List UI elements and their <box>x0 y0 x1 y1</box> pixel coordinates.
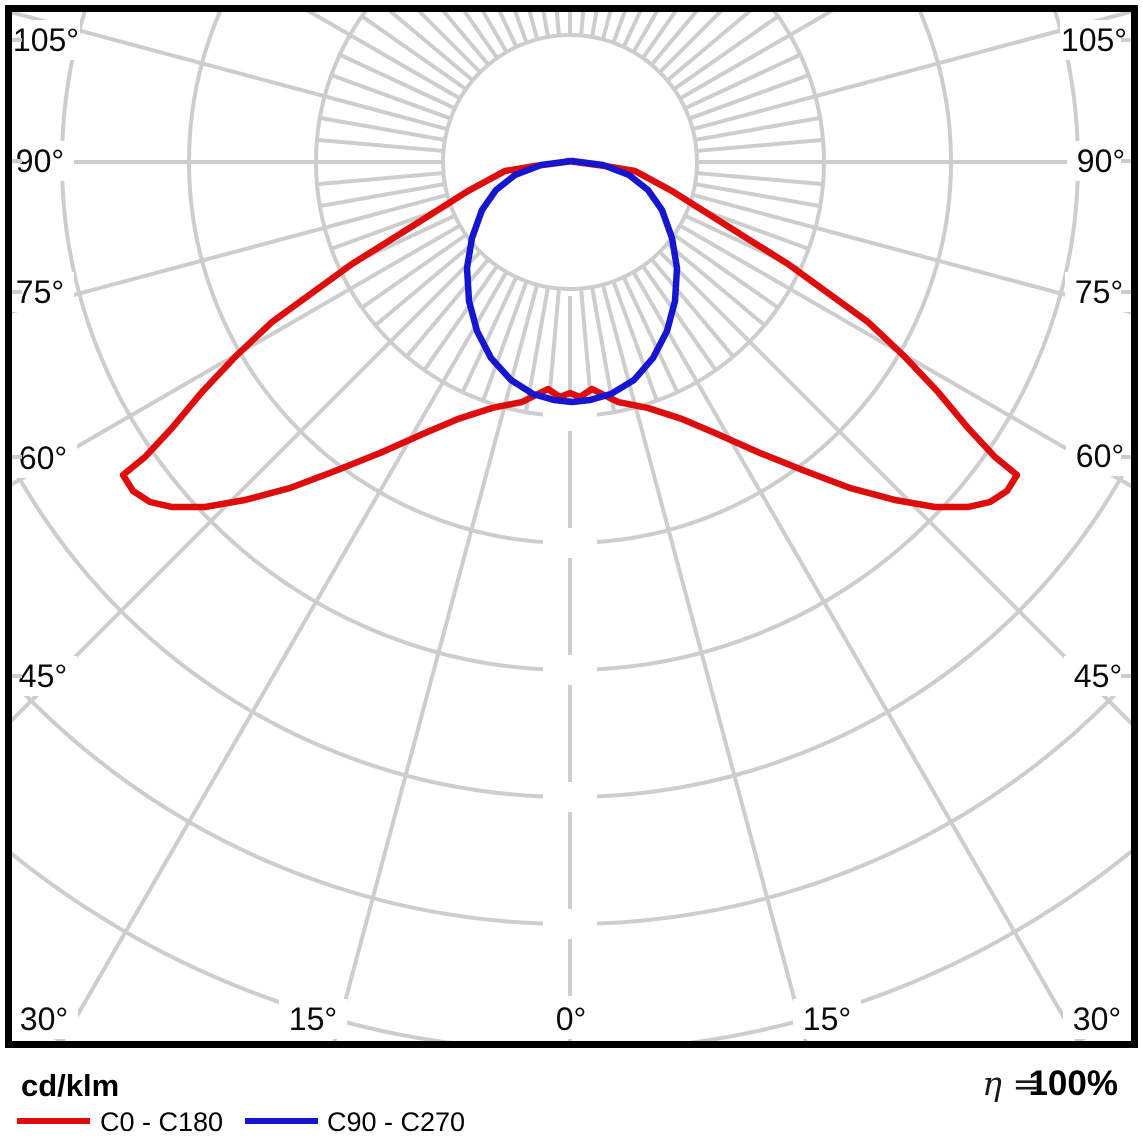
angle-label: 75° <box>16 274 64 310</box>
grid-spoke-minor <box>513 12 529 44</box>
grid-spoke-major <box>332 284 540 1041</box>
legend-label-c0-c180: C0 - C180 <box>100 1107 223 1137</box>
grid-spoke-minor <box>405 258 490 358</box>
grid-spoke-minor <box>374 242 474 327</box>
grid-spoke-minor <box>641 264 718 372</box>
grid-spoke-minor <box>462 12 499 60</box>
grid-spoke-minor <box>650 258 735 358</box>
units-label: cd/klm <box>21 1068 119 1103</box>
angle-label-bg <box>279 999 347 1039</box>
efficiency-symbol: η = <box>982 1064 1040 1103</box>
curve-c90-c270 <box>463 157 681 406</box>
grid-spoke-minor <box>694 115 821 142</box>
grid-spoke-major <box>12 223 462 487</box>
angle-label: 45° <box>19 658 67 694</box>
angle-label: 75° <box>1075 274 1123 310</box>
grid-spoke-minor <box>688 73 810 121</box>
intensity-curves <box>119 157 1021 511</box>
grid-spoke-minor <box>684 52 802 111</box>
scale-label-gap <box>543 909 597 939</box>
grid-spoke-minor <box>666 242 766 327</box>
grid-spoke-minor <box>621 12 643 48</box>
angle-label-bg <box>10 999 78 1039</box>
grid-spoke-minor <box>497 12 519 48</box>
angle-label: 90° <box>1077 143 1125 179</box>
grid-spoke-minor <box>611 280 659 402</box>
grid-spoke-major <box>12 12 448 132</box>
grid-spoke-minor <box>316 137 444 153</box>
grid-spoke-minor <box>330 73 452 121</box>
angle-label: 105° <box>1061 22 1127 58</box>
angle-label: 60° <box>1076 438 1124 474</box>
grid-spoke-minor <box>694 182 821 209</box>
grid-spoke-minor <box>554 12 561 36</box>
angle-label-bg <box>537 999 605 1039</box>
grid-spoke-minor <box>696 171 824 187</box>
grid-spoke-major <box>12 192 448 314</box>
grid-spoke-minor <box>611 12 627 44</box>
grid-spoke-major <box>306 12 462 101</box>
grid-spoke-major <box>692 12 1131 132</box>
angle-label-bg <box>1063 999 1131 1039</box>
grid-spoke-major <box>678 12 834 101</box>
angle-label: 0° <box>556 1001 587 1037</box>
angle-label: 60° <box>19 440 67 476</box>
grid-spoke-minor <box>650 12 699 66</box>
angle-label: 15° <box>803 1001 851 1037</box>
grid-spoke-major <box>692 192 1131 315</box>
grid-spoke-minor <box>441 12 490 66</box>
efficiency-value: 100% <box>1028 1064 1118 1103</box>
grid-spoke-minor <box>422 264 499 372</box>
grid-spoke-minor <box>360 14 468 91</box>
scale-label-gap <box>543 528 597 558</box>
angle-label-bg <box>793 999 861 1039</box>
grid-spoke-minor <box>621 276 680 394</box>
grid-spoke-minor <box>316 171 444 187</box>
grid-spoke-minor <box>672 233 780 310</box>
scale-label-gap <box>543 782 597 812</box>
grid-spoke-major <box>12 250 482 723</box>
scale-label-gap <box>543 401 597 431</box>
angle-label: 15° <box>289 1001 337 1037</box>
grid-spoke-minor <box>360 233 468 310</box>
angle-label: 30° <box>1073 1001 1121 1037</box>
grid-spoke-minor <box>590 12 599 38</box>
angle-label-bg <box>12 20 80 60</box>
grid-spoke-minor <box>541 12 550 38</box>
grid-spoke-minor <box>696 137 824 153</box>
angle-label-bg <box>1064 656 1132 696</box>
grid-spoke-minor <box>641 12 678 60</box>
angle-label-bg <box>1060 20 1128 60</box>
grid-spoke-minor <box>579 12 586 36</box>
plot-frame <box>5 5 1138 1048</box>
grid-spoke-minor <box>388 12 474 82</box>
grid-spoke-major <box>658 250 1131 726</box>
angle-labels: 105° 90° 75° 60° 45° 105° 90° 75° 60° 45° 30° 15° 0°… <box>6 20 1135 1039</box>
grid-spoke-minor <box>672 14 780 91</box>
angle-label: 30° <box>20 1001 68 1037</box>
curve-c0-c180 <box>119 157 1021 511</box>
grid-spoke-minor <box>666 12 752 82</box>
grid-spoke-major <box>600 284 808 1041</box>
grid-spoke-minor <box>460 276 519 394</box>
scale-label-gap <box>543 655 597 685</box>
angle-label: 105° <box>13 22 79 58</box>
grid-spoke-minor <box>319 182 446 209</box>
angle-label: 90° <box>16 143 64 179</box>
grid-spoke-minor <box>338 52 456 111</box>
grid-spoke-major <box>678 223 1131 489</box>
angle-label: 45° <box>1074 658 1122 694</box>
legend-label-c90-c270: C90 - C270 <box>327 1107 465 1137</box>
grid-spoke-minor <box>319 115 446 142</box>
grid-spoke-minor <box>481 280 529 402</box>
